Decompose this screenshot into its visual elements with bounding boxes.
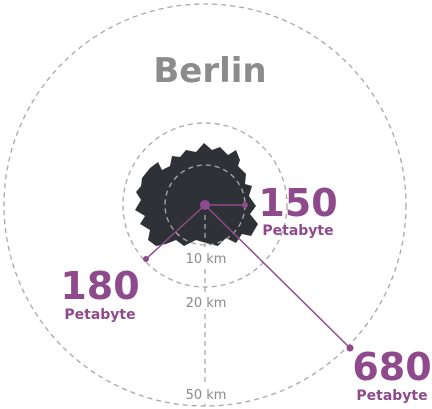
datapoint-value-180: 180 (60, 264, 139, 308)
distance-label-10km: 10 km (186, 252, 227, 267)
city-title: Berlin (153, 51, 266, 91)
label-bg-20km (184, 294, 228, 309)
datapoint-value-680: 680 (352, 345, 431, 389)
berlin-city-shape (135, 143, 258, 246)
distance-label-50km: 50 km (186, 388, 227, 403)
datapoint-unit-680: Petabyte (356, 388, 427, 404)
label-bg-10km (184, 250, 228, 265)
marker-180 (143, 256, 149, 262)
datapoint-unit-150: Petabyte (262, 223, 333, 239)
datapoint-unit-180: Petabyte (64, 307, 135, 323)
distance-label-20km: 20 km (186, 296, 227, 311)
connector-180 (145, 204, 206, 260)
center-marker (200, 200, 210, 210)
label-bg-50km (182, 386, 230, 401)
marker-680 (346, 344, 354, 352)
datapoint-value-150: 150 (258, 181, 337, 225)
marker-150 (242, 202, 248, 208)
connector-680 (204, 204, 351, 349)
